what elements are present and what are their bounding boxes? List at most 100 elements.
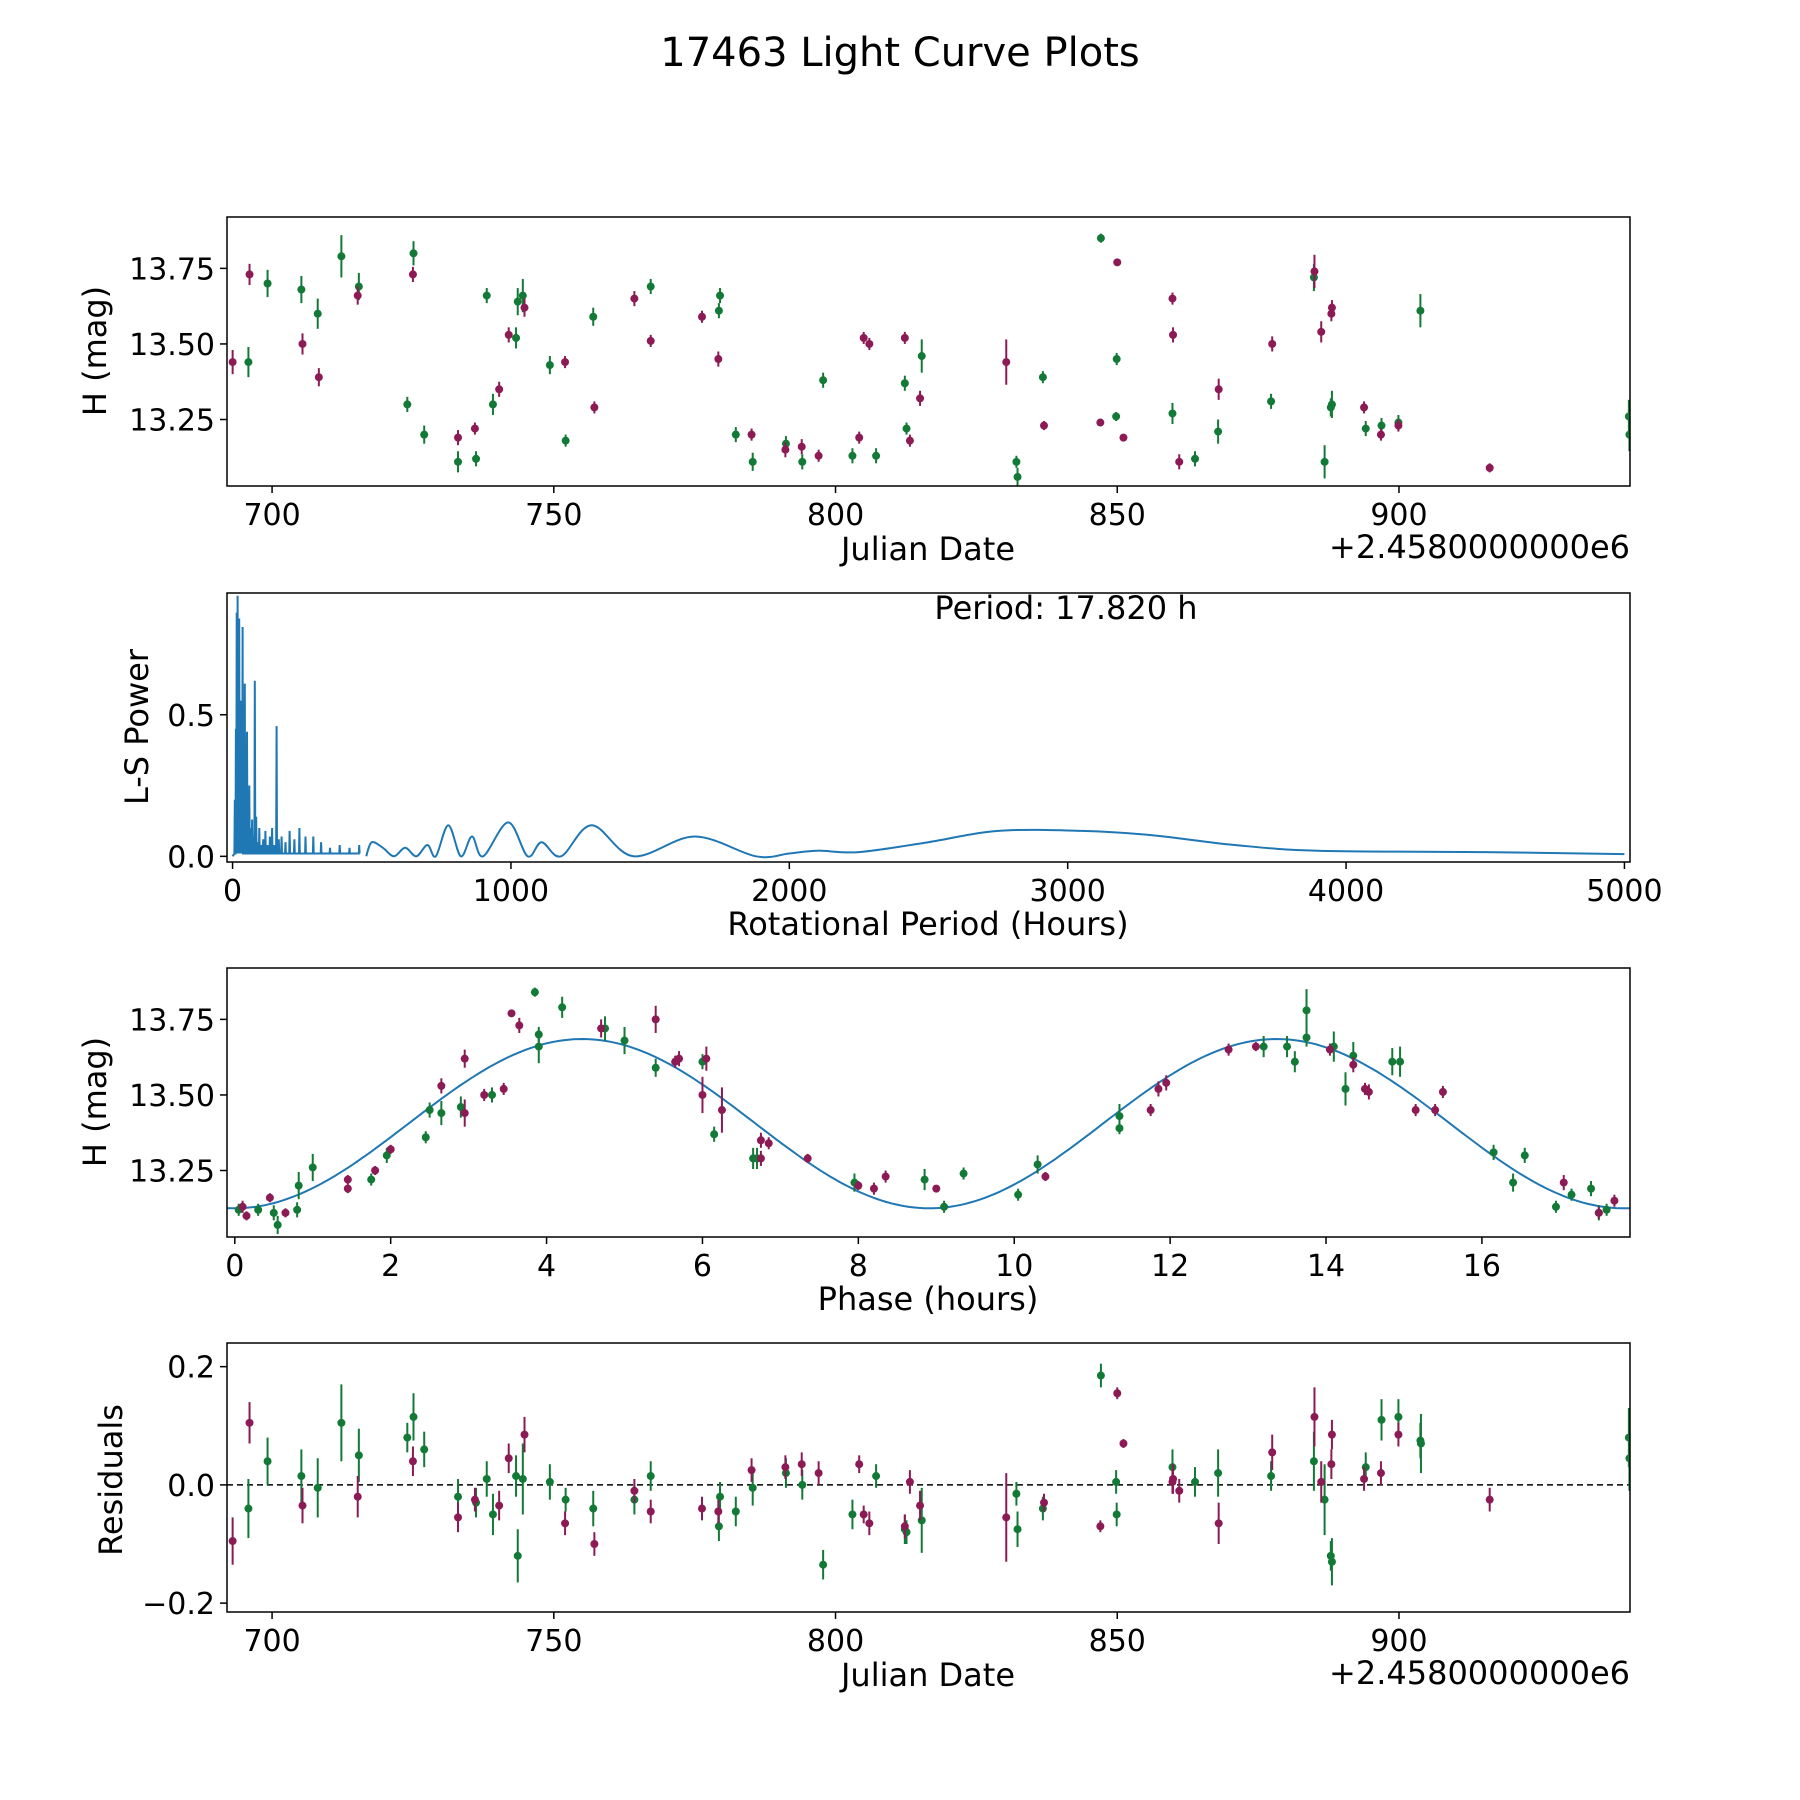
phased-green-point [421, 1133, 430, 1142]
phased-green-point [1396, 1057, 1405, 1066]
phased-purple-point [869, 1184, 878, 1193]
lightcurve-green-point [354, 282, 363, 291]
residuals-green-point [748, 1483, 757, 1492]
lightcurve-ticks: 700 750 800 850 900 13.25 13.50 13.75 [129, 252, 1428, 533]
lightcurve-purple-point [1002, 358, 1011, 367]
periodogram-xtick-label: 4000 [1308, 874, 1384, 909]
phased-green-point [293, 1205, 302, 1214]
lightcurve-purple-point [561, 358, 570, 367]
phased-purple-point [854, 1181, 863, 1190]
residuals-green-point [1320, 1495, 1329, 1504]
phased-ticks: 0 2 4 6 8 10 12 14 16 13.25 13.50 13.75 [129, 1003, 1501, 1284]
phased-green-point [1509, 1178, 1518, 1187]
lightcurve-purple-point [1317, 327, 1326, 336]
residuals-green-point [482, 1474, 491, 1483]
phased-green-point [1587, 1184, 1596, 1193]
residuals-purple-point [1327, 1430, 1336, 1439]
lightcurve-purple-point [1394, 421, 1403, 430]
lightcurve-purple-point [1327, 303, 1336, 312]
lightcurve-purple-point [1119, 433, 1128, 442]
phased-green-point [530, 988, 539, 997]
residuals-green-point [512, 1472, 521, 1481]
periodogram-marks [231, 595, 1625, 859]
lightcurve-green-point [420, 430, 429, 439]
lightcurve-purple-point [470, 424, 479, 433]
lightcurve-purple-point [905, 436, 914, 445]
lightcurve-green-point [1625, 430, 1630, 439]
lightcurve-purple-point [1113, 258, 1122, 267]
lightcurve-green-point [716, 291, 725, 300]
residuals-purple-point [865, 1519, 874, 1528]
phased-green-point [1349, 1051, 1358, 1060]
residuals-purple-point [747, 1466, 756, 1475]
phased-purple-point [281, 1208, 290, 1217]
residuals-xtick-label: 850 [1089, 1624, 1146, 1659]
residuals-purple-point [1175, 1486, 1184, 1495]
lightcurve-ylabel: H (mag) [76, 286, 114, 416]
lightcurve-xtick-label: 850 [1089, 498, 1146, 533]
phased-purple-point [460, 1054, 469, 1063]
lightcurve-green-point [337, 252, 346, 261]
residuals-green-point [337, 1418, 346, 1427]
phased-purple-point [1610, 1196, 1619, 1205]
residuals-green-point [513, 1551, 522, 1560]
residuals-marks [227, 1363, 1630, 1586]
lightcurve-green-point [917, 352, 926, 361]
periodogram-ticks: 0 1000 2000 3000 4000 5000 0.0 0.5 [167, 699, 1662, 909]
lightcurve-purple-point [1360, 403, 1369, 412]
residuals-green-point [1112, 1510, 1121, 1519]
phased-green-point [1033, 1160, 1042, 1169]
residuals-ytick-label: 0.0 [167, 1469, 215, 1504]
residuals-green-point [1112, 1477, 1121, 1486]
residuals-purple-point [454, 1513, 463, 1522]
phased-green-point [1115, 1112, 1124, 1121]
figure-title: 17463 Light Curve Plots [660, 30, 1139, 76]
residuals-green-point [313, 1483, 322, 1492]
phased-purple-point [343, 1175, 352, 1184]
phased-purple-point [1438, 1087, 1447, 1096]
phased-xtick-label: 6 [693, 1249, 712, 1284]
phased-purple-point [242, 1211, 251, 1220]
periodogram-ytick-label: 0.5 [167, 699, 215, 734]
periodogram-xtick-label: 5000 [1586, 874, 1662, 909]
lightcurve-ytick-label: 13.50 [129, 328, 215, 363]
phased-xtick-label: 14 [1307, 1249, 1345, 1284]
residuals-green-point [1416, 1439, 1425, 1448]
phased-plot-area [227, 987, 1630, 1234]
phased-green-point [1489, 1148, 1498, 1157]
phased-green-point [1290, 1057, 1299, 1066]
lightcurve-green-point [1214, 427, 1223, 436]
residuals-xlabel: Julian Date [839, 1656, 1015, 1694]
phased-purple-point [507, 1009, 516, 1018]
lightcurve-plot-area [228, 233, 1630, 486]
phased-purple-point [480, 1090, 489, 1099]
residuals-green-point [716, 1492, 725, 1501]
phased-green-point [1388, 1057, 1397, 1066]
residuals-green-point [403, 1433, 412, 1442]
phased-green-point [534, 1042, 543, 1051]
residuals-green-point [354, 1451, 363, 1460]
periodogram-spikes [231, 595, 361, 857]
phased-xlabel: Phase (hours) [818, 1280, 1039, 1318]
lightcurve-green-point [1168, 409, 1177, 418]
panel-phased: 0 2 4 6 8 10 12 14 16 13.25 13.50 13.75 Phase (hour… [76, 967, 1631, 1318]
residuals-green-point [1394, 1412, 1403, 1421]
lightcurve-green-point [872, 451, 881, 460]
phased-green-point [940, 1202, 949, 1211]
lightcurve-green-point [819, 376, 828, 385]
residuals-purple-point [353, 1492, 362, 1501]
phased-green-point [1520, 1151, 1529, 1160]
phased-frame [226, 967, 1631, 1238]
residuals-purple-point [1485, 1495, 1494, 1504]
phased-green-point [1283, 1042, 1292, 1051]
lightcurve-purple-point [859, 333, 868, 342]
phased-purple-point [1146, 1106, 1155, 1115]
lightcurve-offset-text: +2.4580000000e6 [1329, 528, 1630, 566]
phased-purple-point [1251, 1042, 1260, 1051]
lightcurve-green-point [731, 430, 740, 439]
lightcurve-green-point [646, 282, 655, 291]
phased-green-point [273, 1220, 282, 1229]
phased-purple-point [698, 1090, 707, 1099]
residuals-green-point [1377, 1415, 1386, 1424]
